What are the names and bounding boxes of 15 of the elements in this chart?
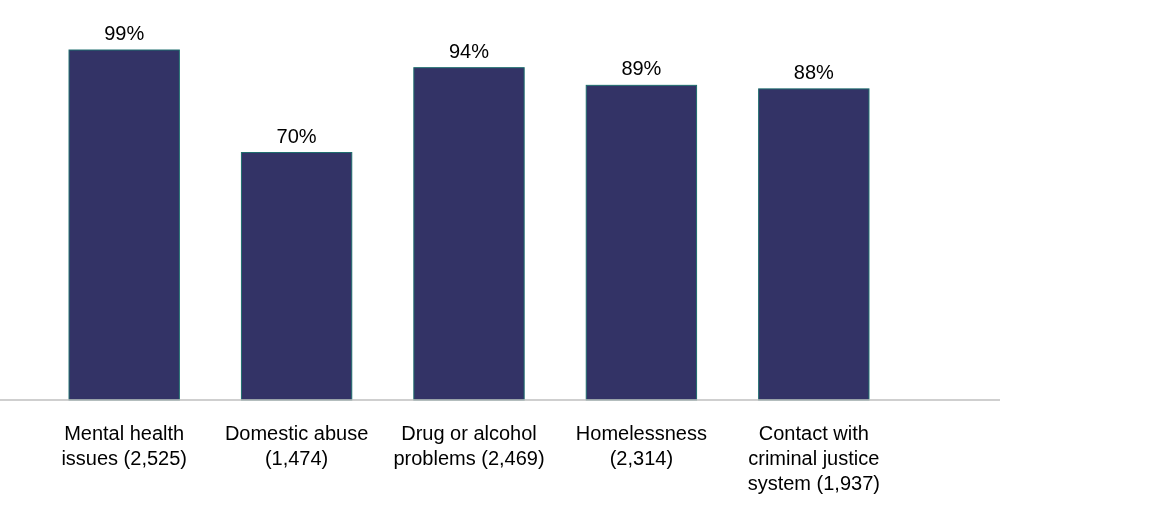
x-tick-label: Mental health issues (2,525) <box>61 422 188 469</box>
x-tick-label: Contact with criminal justice system (1,937) <box>747 422 880 494</box>
x-tick-label: Drug or alcohol problems (2,469) <box>393 422 545 469</box>
bar <box>585 84 698 401</box>
bar <box>68 49 180 401</box>
bar <box>240 152 353 401</box>
x-tick-label: Domestic abuse (1,474) <box>224 422 369 469</box>
x-tick-label: Homelessness (2,314) <box>575 422 707 469</box>
data-label: 70% <box>276 124 317 147</box>
bar <box>413 67 525 401</box>
data-label: 89% <box>621 57 662 80</box>
data-label: 99% <box>104 22 145 44</box>
bar <box>758 88 870 401</box>
data-label: 94% <box>448 39 490 62</box>
data-label: 88% <box>793 60 835 83</box>
